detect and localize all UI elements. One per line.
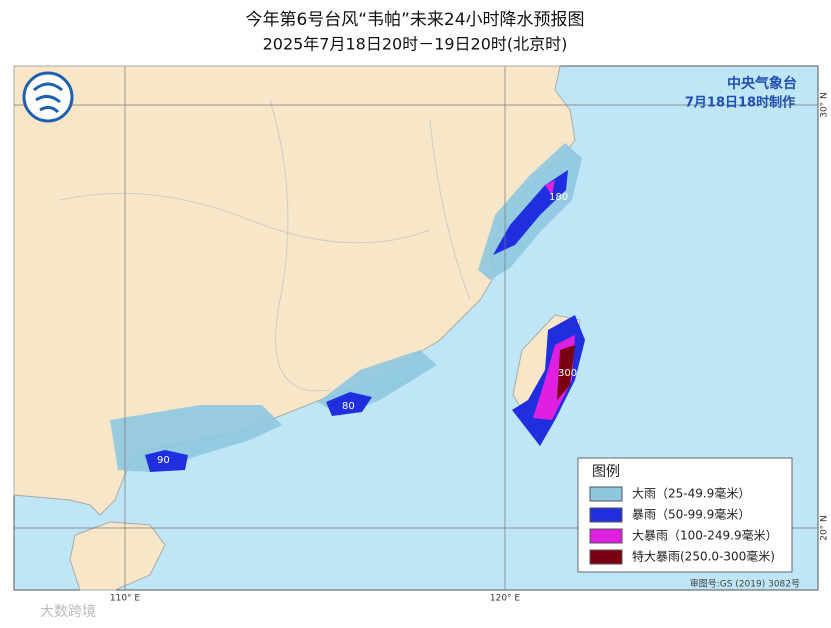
annotation: 300 <box>558 368 577 379</box>
subtitle: 2025年7月18日20时－19日20时(北京时) <box>263 35 568 54</box>
lat-label: 30° N <box>820 92 830 118</box>
lat-label: 20° N <box>820 515 830 541</box>
legend-swatch <box>589 486 623 502</box>
legend-label: 大雨（25-49.9毫米） <box>632 486 750 501</box>
legend-label: 大暴雨（100-249.9毫米） <box>632 528 778 543</box>
approval: 审图号:GS (2019) 3082号 <box>690 578 800 590</box>
rainstorm <box>493 170 568 255</box>
rainstorm <box>145 450 188 472</box>
heavy-rainstorm <box>545 180 555 195</box>
agency: 中央气象台 <box>727 75 797 92</box>
lon-label: 120° E <box>490 594 521 604</box>
legend-label: 特大暴雨(250.0-300毫米) <box>632 549 775 564</box>
annotation: 90 <box>157 455 170 466</box>
issued: 7月18日18时制作 <box>685 95 795 111</box>
legend-title: 图例 <box>592 464 620 480</box>
borders <box>59 99 471 392</box>
title: 今年第6号台风“韦帕”未来24小时降水预报图 <box>245 10 584 30</box>
annotation: 180 <box>549 192 568 203</box>
legend-label: 暴雨（50-99.9毫米） <box>632 507 750 522</box>
lon-label: 110° E <box>110 594 141 604</box>
legend-swatch <box>589 507 623 523</box>
legend-swatch <box>589 549 623 565</box>
annotation: 80 <box>342 401 355 412</box>
island <box>69 521 166 591</box>
rainstorm <box>326 392 372 416</box>
watermark: 大数跨境 <box>40 604 96 620</box>
legend-swatch <box>589 528 623 544</box>
logo-mark <box>33 82 63 114</box>
extreme-rainstorm <box>557 345 575 400</box>
